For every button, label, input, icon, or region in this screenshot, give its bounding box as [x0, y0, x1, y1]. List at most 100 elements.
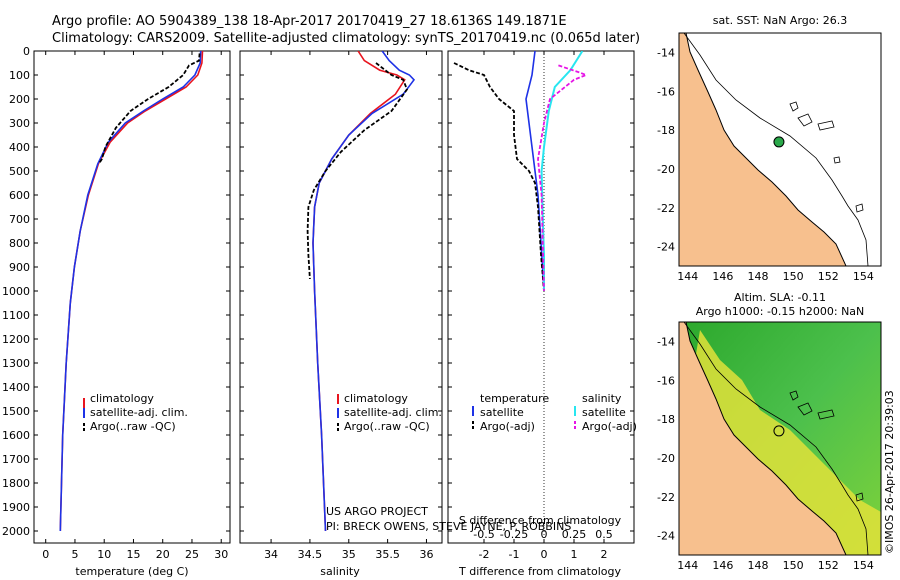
sla-land — [679, 322, 847, 555]
x2-tick-label: 0.5 — [595, 528, 613, 541]
sst-reef-1 — [789, 101, 799, 112]
project-line2: PI: BRECK OWENS, STEVE JAYNE, P. ROBBINS — [326, 520, 571, 533]
map-y-tick-label: -14 — [657, 335, 675, 348]
depth-tick-label: 400 — [9, 141, 30, 154]
depth-tick-label: 1200 — [2, 333, 30, 346]
depth-tick-label: 1400 — [2, 381, 30, 394]
map-x-tick-label: 152 — [818, 559, 839, 572]
map-y-tick-label: -22 — [657, 491, 675, 504]
series-line-argo-raw-qc- — [98, 53, 201, 165]
difference-xlabel: T difference from climatology — [458, 565, 621, 578]
difference-legend: temperature salinity satellite Argo(-adj… — [472, 392, 637, 433]
series-line-satellite-adj-clim- — [312, 51, 416, 532]
header-line2: Climatology: CARS2009. Satellite-adjuste… — [52, 31, 640, 46]
x2-tick-label: 0.25 — [562, 528, 587, 541]
legend-satellite-label: satellite-adj. clim. — [90, 406, 188, 419]
diff-legend-s-argo: Argo(-adj) — [582, 420, 637, 433]
depth-tick-label: 1700 — [2, 453, 30, 466]
sla-map-title-line1: Altim. SLA: -0.11 — [734, 291, 826, 304]
map-x-tick-label: 150 — [783, 270, 804, 283]
depth-tick-label: 100 — [9, 69, 30, 82]
depth-tick-label: 300 — [9, 117, 30, 130]
map-y-tick-label: -18 — [657, 124, 675, 137]
map-y-tick-label: -14 — [657, 46, 675, 59]
legend-climatology-label: climatology — [90, 392, 154, 405]
map-x-tick-label: 144 — [677, 559, 698, 572]
map-y-tick-label: -18 — [657, 413, 675, 426]
x-tick-label: -2 — [479, 548, 490, 561]
series-line-argo-raw-qc- — [306, 62, 409, 280]
x-tick-label: 30 — [214, 548, 228, 561]
map-y-tick-label: -24 — [657, 530, 675, 543]
difference-panel — [447, 50, 635, 544]
x-tick-label: 25 — [185, 548, 199, 561]
series-line-s-satellite — [540, 51, 584, 291]
sst-reef-2 — [797, 113, 813, 127]
x-tick-label: 34.5 — [298, 548, 323, 561]
sal-legend-argo-label: Argo(..raw -QC) — [344, 420, 430, 433]
map-y-tick-label: -22 — [657, 202, 675, 215]
x-tick-label: 10 — [97, 548, 111, 561]
x2-tick-label: -0.5 — [473, 528, 494, 541]
x-tick-label: 1 — [571, 548, 578, 561]
sla-reef-3 — [817, 409, 835, 420]
diff-legend-temperature-header: temperature — [480, 392, 549, 405]
sst-map-title: sat. SST: NaN Argo: 26.3 — [713, 14, 847, 27]
sst-reef-5 — [855, 203, 864, 213]
depth-tick-label: 2000 — [2, 525, 30, 538]
sst-shelf-contour — [683, 33, 869, 266]
sla-reef-1 — [789, 390, 799, 401]
series-line-t-satellite — [525, 51, 545, 292]
header-line1: Argo profile: AO 5904389_138 18-Apr-2017… — [52, 14, 567, 29]
x-tick-label: 35 — [342, 548, 356, 561]
depth-tick-label: 200 — [9, 93, 30, 106]
map-x-tick-label: 154 — [853, 559, 874, 572]
x-tick-label: 35.5 — [375, 548, 400, 561]
map-x-tick-label: 146 — [712, 270, 733, 283]
series-line-climatology — [59, 51, 204, 532]
map-x-tick-label: 148 — [748, 270, 769, 283]
sla-float-marker — [773, 425, 785, 437]
map-y-tick-label: -24 — [657, 241, 675, 254]
sst-reef-4 — [833, 156, 841, 164]
depth-tick-label: 0 — [23, 45, 30, 58]
sal-legend-satellite-label: satellite-adj. clim. — [344, 406, 442, 419]
depth-tick-label: 1000 — [2, 285, 30, 298]
salinity-xlabel: salinity — [320, 565, 360, 578]
x-tick-label: 20 — [156, 548, 170, 561]
sla-reef-2 — [797, 402, 813, 416]
sla-shelf-contour — [683, 322, 869, 555]
diff-legend-salinity-header: salinity — [582, 392, 622, 405]
series-line-satellite-adj-clim- — [59, 51, 202, 532]
legend-argo-label: Argo(..raw -QC) — [90, 420, 176, 433]
x-tick-label: 5 — [71, 548, 78, 561]
depth-tick-label: 1300 — [2, 357, 30, 370]
map-x-tick-label: 154 — [853, 270, 874, 283]
map-y-tick-label: -16 — [657, 85, 675, 98]
salinity-panel — [239, 50, 443, 544]
imos-watermark: ©IMOS 26-Apr-2017 20:39:03 — [883, 390, 896, 554]
sla-warm-band — [695, 330, 881, 555]
sst-map-frame — [678, 32, 882, 267]
temperature-xlabel: temperature (deg C) — [75, 565, 188, 578]
diff-legend-t-satellite: satellite — [480, 406, 524, 419]
x-tick-label: 0 — [42, 548, 49, 561]
series-line-t-argo-adj- — [453, 62, 545, 292]
x-tick-label: 0 — [541, 548, 548, 561]
sst-map — [679, 33, 881, 266]
depth-tick-label: 800 — [9, 237, 30, 250]
depth-tick-label: 1800 — [2, 477, 30, 490]
diff-legend-t-argo: Argo(-adj) — [480, 420, 535, 433]
sla-map-title-line2: Argo h1000: -0.15 h2000: NaN — [696, 305, 865, 318]
depth-tick-label: 900 — [9, 261, 30, 274]
map-x-tick-label: 144 — [677, 270, 698, 283]
sal-legend-climatology-label: climatology — [344, 392, 408, 405]
difference-x2label: S difference from climatology — [459, 514, 622, 527]
x2-tick-label: 0 — [541, 528, 548, 541]
depth-tick-label: 600 — [9, 189, 30, 202]
x-tick-label: -1 — [509, 548, 520, 561]
sla-reef-5 — [855, 492, 864, 502]
x-tick-label: 34 — [264, 548, 278, 561]
depth-tick-label: 1600 — [2, 429, 30, 442]
depth-tick-label: 500 — [9, 165, 30, 178]
